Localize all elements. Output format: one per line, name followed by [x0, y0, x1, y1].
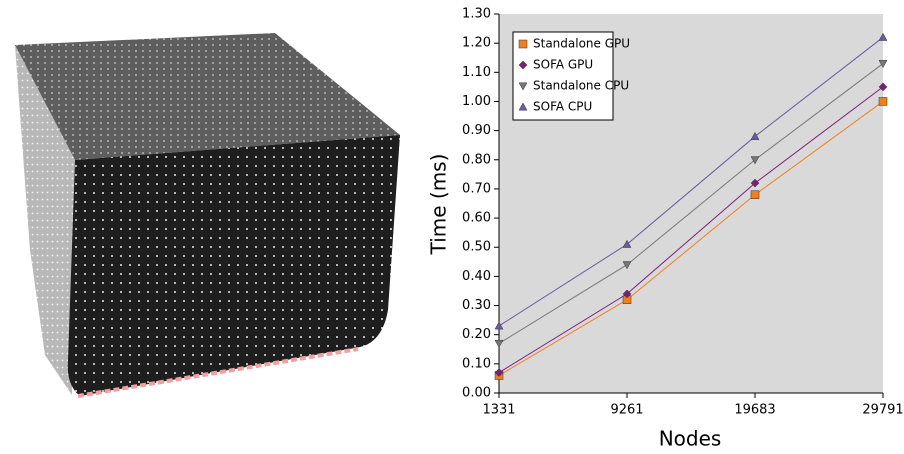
y-tick-label: 1.10 — [462, 65, 491, 80]
x-tick-label: 19683 — [734, 403, 775, 418]
legend-label: Standalone CPU — [533, 79, 629, 93]
marker — [751, 191, 759, 199]
y-tick-label: 0.70 — [462, 181, 491, 196]
y-tick-label: 1.20 — [462, 36, 491, 51]
y-tick-label: 0.00 — [462, 386, 491, 401]
y-tick-label: 0.10 — [462, 356, 491, 371]
y-tick-label: 0.30 — [462, 298, 491, 313]
x-axis-title: Nodes — [659, 427, 722, 451]
y-axis-title: Time (ms) — [427, 154, 451, 256]
marker — [879, 97, 887, 105]
legend-label: Standalone GPU — [533, 37, 630, 51]
y-tick-label: 1.00 — [462, 94, 491, 109]
legend-label: SOFA CPU — [533, 100, 592, 114]
y-tick-label: 0.50 — [462, 240, 491, 255]
x-tick-label: 1331 — [482, 403, 515, 418]
x-tick-label: 29791 — [862, 403, 903, 418]
y-tick-label: 0.20 — [462, 327, 491, 342]
cube-front — [68, 135, 400, 396]
legend-label: SOFA GPU — [533, 58, 593, 72]
y-tick-label: 0.40 — [462, 269, 491, 284]
x-tick-label: 9261 — [610, 403, 643, 418]
chart: Nodes Time (ms) 0.00 0.10 0.20 0.30 0.40 0.50… — [427, 7, 904, 451]
y-tick-label: 0.80 — [462, 152, 491, 167]
rendered-cube — [15, 33, 400, 396]
figure: Nodes Time (ms) 0.00 0.10 0.20 0.30 0.40 0.50… — [0, 0, 904, 454]
y-tick-label: 1.30 — [462, 7, 491, 22]
marker — [519, 40, 527, 48]
y-tick-label: 0.90 — [462, 123, 491, 138]
y-tick-label: 0.60 — [462, 211, 491, 226]
page: Nodes Time (ms) 0.00 0.10 0.20 0.30 0.40 0.50… — [0, 0, 904, 454]
